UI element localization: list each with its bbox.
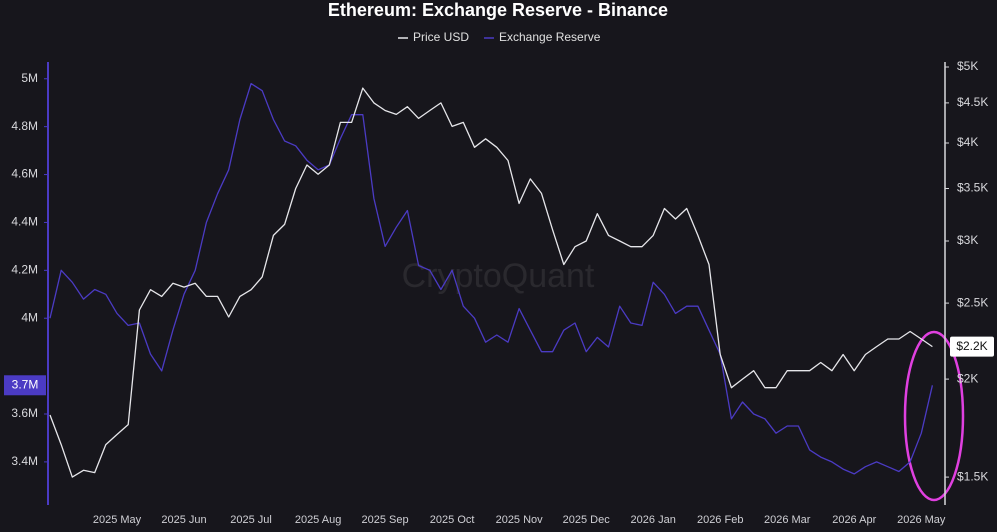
highlight-ellipse bbox=[903, 330, 965, 502]
legend-label: Exchange Reserve bbox=[499, 30, 601, 44]
x-tick-label: 2025 Dec bbox=[563, 514, 611, 526]
x-tick-label: 2025 Nov bbox=[496, 514, 544, 526]
y2-tick-label: $1.5K bbox=[957, 469, 988, 483]
y-tick-label: 4.4M bbox=[11, 215, 38, 229]
y2-tick-label: $3.5K bbox=[957, 181, 988, 195]
x-tick-label: 2026 May bbox=[897, 514, 946, 526]
x-tick-label: 2025 Oct bbox=[430, 514, 475, 526]
x-tick-label: 2025 Sep bbox=[362, 514, 409, 526]
series-line bbox=[49, 82, 934, 475]
y2-tick-label: $4K bbox=[957, 135, 978, 149]
y-tick-label: 4M bbox=[21, 310, 38, 324]
x-tick-label: 2025 Jul bbox=[230, 514, 272, 526]
y-tick-label: 4.8M bbox=[11, 119, 38, 133]
watermark: CryptoQuant bbox=[402, 257, 595, 295]
x-tick-label: 2026 Jan bbox=[631, 514, 676, 526]
value-badge-label: $2.2K bbox=[956, 339, 987, 353]
y-tick-label: 3.4M bbox=[11, 454, 38, 468]
y2-tick-label: $2K bbox=[957, 371, 978, 385]
y2-tick-label: $3K bbox=[957, 233, 978, 247]
value-badge bbox=[4, 375, 46, 396]
legend-label: Price USD bbox=[413, 30, 469, 44]
x-tick-label: 2025 Aug bbox=[295, 514, 342, 526]
x-tick-label: 2026 Mar bbox=[764, 514, 811, 526]
y2-tick-label: $5K bbox=[957, 59, 978, 73]
y2-tick-label: $4.5K bbox=[957, 95, 988, 109]
value-badge bbox=[950, 336, 994, 357]
y2-tick-label: $2.5K bbox=[957, 295, 988, 309]
value-badge-label: 3.7M bbox=[12, 377, 39, 391]
x-tick-label: 2026 Apr bbox=[832, 514, 876, 526]
x-tick-label: 2026 Feb bbox=[697, 514, 743, 526]
series-line bbox=[49, 87, 933, 478]
chart-title: Ethereum: Exchange Reserve - Binance bbox=[328, 0, 668, 20]
y-tick-label: 4.6M bbox=[11, 167, 38, 181]
x-tick-label: 2025 Jun bbox=[161, 514, 206, 526]
y-tick-label: 3.6M bbox=[11, 406, 38, 420]
y-tick-label: 5M bbox=[21, 71, 38, 85]
x-tick-label: 2025 May bbox=[93, 514, 142, 526]
y-tick-label: 4.2M bbox=[11, 263, 38, 277]
